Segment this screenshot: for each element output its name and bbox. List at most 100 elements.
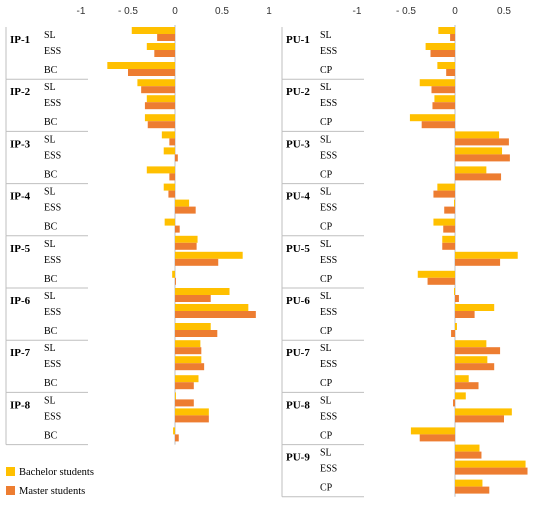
left-bar-master — [175, 154, 178, 162]
left-bar-bachelor — [172, 270, 175, 278]
right-bar-master — [455, 311, 475, 318]
left-tick-label: -1 — [77, 6, 86, 17]
right-tick-label: 0 — [452, 6, 458, 17]
right-item-label: CP — [320, 430, 333, 441]
left-bar-master — [175, 242, 197, 250]
right-bar-bachelor — [455, 147, 503, 155]
left-bar-master — [175, 311, 256, 318]
right-bar-master — [455, 154, 510, 162]
left-bar-bachelor — [131, 27, 175, 34]
left-bar-master — [175, 258, 219, 266]
right-bar-bachelor — [455, 304, 495, 311]
left-bar-bachelor — [175, 375, 199, 383]
left-item-label: BC — [44, 222, 58, 233]
right-bar-master — [455, 486, 490, 494]
right-item-label: SL — [320, 239, 332, 250]
right-bar-master — [430, 50, 455, 57]
left-bar-master — [175, 382, 194, 390]
right-tick-label: - 0.5 — [396, 6, 416, 17]
left-bar-bachelor — [146, 166, 175, 174]
right-item-label: CP — [320, 117, 333, 128]
left-item-label: BC — [44, 169, 58, 180]
right-item-label: CP — [320, 222, 333, 233]
left-bar-master — [169, 173, 175, 181]
right-item-label: SL — [320, 343, 332, 354]
left-bar-master — [175, 399, 194, 407]
right-bar-master — [455, 138, 509, 146]
right-item-label: CP — [320, 274, 333, 285]
right-item-label: SL — [320, 82, 332, 93]
right-bar-master — [432, 102, 455, 110]
left-tick-label: - 0.5 — [118, 6, 138, 17]
left-item-label: ESS — [44, 411, 61, 422]
right-item-label: ESS — [320, 307, 337, 318]
left-bar-master — [168, 190, 175, 198]
left-item-label: BC — [44, 274, 58, 285]
right-bar-bachelor — [434, 95, 455, 103]
left-bar-master — [175, 363, 205, 371]
right-bar-bachelor — [417, 270, 455, 278]
right-item-label: ESS — [320, 150, 337, 161]
left-bar-master — [144, 102, 175, 110]
right-bar-master — [433, 190, 455, 198]
left-tick-label: 1 — [266, 6, 272, 17]
left-bar-bachelor — [161, 131, 175, 139]
left-bar-bachelor — [175, 408, 209, 416]
left-bar-bachelor — [175, 288, 230, 295]
left-item-label: BC — [44, 117, 58, 128]
right-item-label: ESS — [320, 359, 337, 370]
left-item-label: SL — [44, 30, 56, 41]
left-bar-bachelor — [175, 392, 176, 400]
right-bar-master — [455, 415, 504, 423]
left-bar-bachelor — [175, 356, 202, 364]
right-item-label: CP — [320, 169, 333, 180]
left-bar-master — [157, 34, 175, 41]
right-tick-label: -1 — [353, 6, 362, 17]
right-bar-bachelor — [419, 79, 455, 87]
right-bar-master — [455, 347, 501, 355]
right-bar-master — [453, 399, 455, 407]
left-bar-master — [175, 225, 180, 233]
left-group-label: IP-4 — [10, 191, 31, 203]
left-bar-master — [141, 86, 175, 94]
right-item-label: SL — [320, 134, 332, 145]
right-bar-bachelor — [454, 288, 455, 295]
right-bar-master — [455, 258, 501, 266]
right-bar-master — [455, 363, 495, 371]
right-group-label: PU-1 — [286, 34, 310, 46]
left-bar-bachelor — [175, 199, 190, 207]
right-bar-master — [443, 225, 455, 233]
right-group-label: PU-3 — [286, 138, 310, 150]
right-item-label: CP — [320, 378, 333, 389]
left-item-label: ESS — [44, 150, 61, 161]
left-item-label: SL — [44, 239, 56, 250]
left-bar-bachelor — [173, 427, 175, 435]
right-bar-bachelor — [425, 43, 455, 50]
right-bar-master — [455, 451, 482, 459]
right-group-label: PU-8 — [286, 399, 310, 411]
left-tick-label: 0 — [172, 6, 178, 17]
left-item-label: ESS — [44, 359, 61, 370]
right-bar-master — [455, 173, 502, 181]
left-bar-bachelor — [137, 79, 175, 87]
left-bar-bachelor — [144, 114, 175, 122]
right-bar-master — [444, 206, 455, 214]
left-item-label: ESS — [44, 46, 61, 57]
right-bar-master — [455, 295, 459, 302]
left-group-label: IP-1 — [10, 34, 30, 46]
left-group-label: IP-5 — [10, 243, 31, 255]
left-bar-master — [175, 295, 211, 302]
left-group-label: IP-2 — [10, 86, 31, 98]
left-group-label: IP-7 — [10, 347, 31, 359]
right-bar-master — [419, 434, 455, 442]
left-bar-bachelor — [175, 304, 249, 311]
left-bar-bachelor — [146, 95, 175, 103]
left-item-label: ESS — [44, 98, 61, 109]
right-group-label: PU-5 — [286, 243, 310, 255]
right-item-label: ESS — [320, 98, 337, 109]
left-item-label: BC — [44, 326, 58, 337]
left-item-label: BC — [44, 378, 58, 389]
left-item-label: BC — [44, 430, 58, 441]
right-bar-master — [455, 467, 528, 475]
